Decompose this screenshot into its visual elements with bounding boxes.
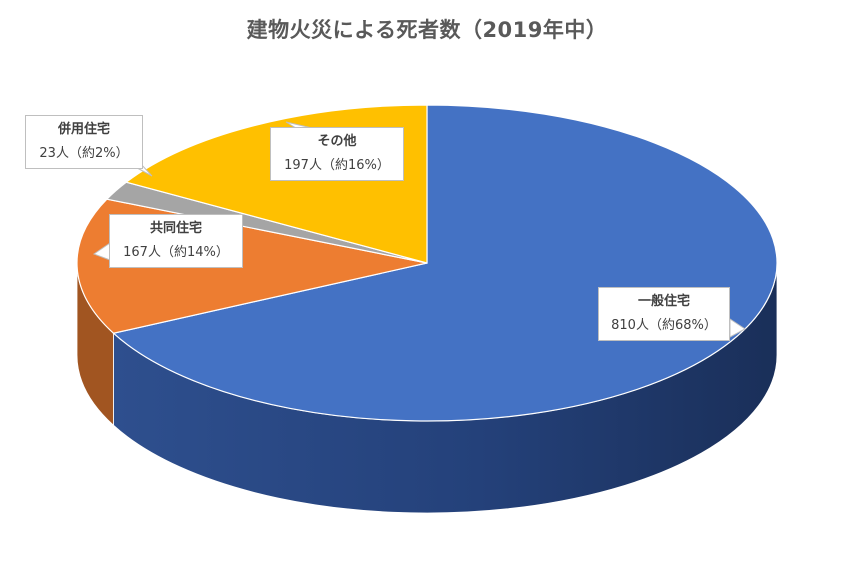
- data-label-value: 197人（約16%）: [284, 158, 390, 173]
- slice-ippan-jutaku: [112, 104, 778, 422]
- callout-pointer-ippan: [729, 318, 746, 338]
- data-label-name: 併用住宅: [57, 122, 110, 137]
- chart-title: 建物火災による死者数（2019年中）: [246, 18, 608, 42]
- data-label-value: 23人（約2%）: [39, 146, 129, 161]
- data-label-value: 167人（約14%）: [123, 245, 229, 260]
- data-label-ippan-jutaku: 一般住宅 810人（約68%）: [598, 287, 730, 341]
- data-label-name: その他: [317, 134, 357, 149]
- data-label-value: 810人（約68%）: [611, 318, 717, 333]
- data-label-name: 共同住宅: [149, 221, 202, 236]
- data-label-sonota: その他 197人（約16%）: [270, 127, 404, 181]
- data-label-kyodo-jutaku: 共同住宅 167人（約14%）: [109, 214, 243, 268]
- data-label-heiyo-jutaku: 併用住宅 23人（約2%）: [25, 115, 143, 169]
- data-label-name: 一般住宅: [637, 294, 690, 309]
